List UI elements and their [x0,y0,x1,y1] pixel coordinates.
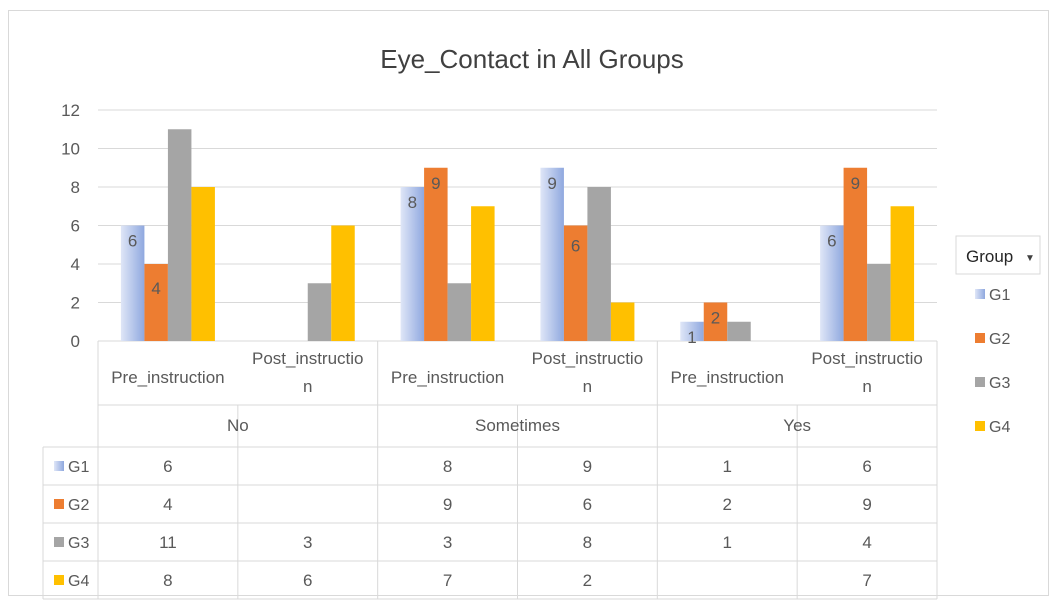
bar-g3 [867,264,891,341]
table-cell: 9 [443,495,452,514]
data-label: 4 [151,279,160,298]
legend-swatch [975,333,985,343]
legend-title: Group [966,247,1013,266]
bar-g1 [120,225,145,341]
bar-g1 [400,187,425,341]
table-cell: 4 [862,533,871,552]
bar-g1 [680,321,704,341]
table-legend-swatch [54,537,64,547]
y-tick-label: 2 [71,294,80,313]
bar-g3 [727,321,751,341]
y-tick-label: 12 [61,101,80,120]
table-cell: 2 [583,571,592,590]
category-label: Post_instructio [532,349,644,368]
table-cell: 6 [583,495,592,514]
bar-g2 [703,302,728,341]
bar-g3 [587,187,611,341]
category-label: n [583,377,592,396]
data-label: 6 [827,232,836,251]
table-cell: 1 [723,457,732,476]
table-legend-swatch [54,575,64,585]
data-label: 9 [851,174,860,193]
bars [120,129,915,341]
data-label: 6 [128,232,137,251]
table-row-label: G3 [68,535,89,552]
bar-g2 [424,167,448,341]
table-cell: 8 [583,533,592,552]
legend-swatch [975,421,985,431]
bar-g4 [331,225,355,341]
bar-g4 [471,206,495,341]
bar-g4 [890,206,915,341]
legend-swatch [975,377,985,387]
category-label: Pre_instruction [391,368,504,387]
chevron-down-icon: ▼ [1025,253,1035,264]
bar-g4 [191,187,215,341]
legend-label: G1 [989,287,1010,304]
data-label: 2 [711,309,720,328]
outer-category-label: Sometimes [475,416,560,435]
table-cell: 6 [303,571,312,590]
legend-label: G2 [989,331,1010,348]
bar-g1 [540,167,564,341]
bar-g4 [610,302,635,341]
bar-g3 [307,283,332,341]
bar-g2 [843,167,868,341]
outer-category-label: No [227,416,249,435]
table-cell: 11 [159,533,177,552]
category-label: n [862,377,871,396]
y-tick-label: 8 [71,178,80,197]
table-cell: 7 [443,571,452,590]
data-label: 8 [408,193,417,212]
category-label: Post_instructio [811,349,923,368]
data-label: 1 [687,328,696,347]
bar-g2 [144,264,168,341]
table-cell: 9 [583,457,592,476]
data-label: 6 [571,237,580,256]
table-cell: 1 [723,533,732,552]
table-cell: 8 [163,571,172,590]
y-tick-label: 10 [61,140,80,159]
category-label: Post_instructio [252,349,364,368]
table-cell: 3 [303,533,312,552]
table-cell: 8 [443,457,452,476]
legend-label: G4 [989,419,1010,436]
chart-title: Eye_Contact in All Groups [380,44,684,74]
legend-swatch [975,289,985,299]
table-cell: 3 [443,533,452,552]
bar-g2 [563,225,588,341]
legend-header-box [955,235,1041,275]
table-cell: 6 [163,457,172,476]
category-label: Pre_instruction [671,368,784,387]
bar-g1 [820,225,844,341]
data-table: Pre_instruction Post_instruction Pre_instr… [42,341,938,600]
table-row-label: G4 [68,573,89,590]
y-axis-ticks: 0 2 4 6 8 10 12 [61,101,80,351]
table-cell: 4 [163,495,172,514]
category-label: n [303,377,312,396]
bar-g3 [447,283,472,341]
table-cell: 6 [862,457,871,476]
y-tick-label: 6 [71,217,80,236]
category-label: Pre_instruction [111,368,224,387]
y-tick-label: 4 [71,255,80,274]
table-row-label: G1 [68,459,89,476]
table-legend-swatch [54,499,64,509]
table-legend-swatch [54,461,64,471]
table-cell: 7 [862,571,871,590]
y-tick-label: 0 [71,332,80,351]
table-cell: 9 [862,495,871,514]
table-cell: 2 [723,495,732,514]
bar-g3 [167,129,192,341]
table-row-label: G2 [68,497,89,514]
legend: Group ▼ G1 G2 G3 G4 [955,235,1041,436]
data-label: 9 [431,174,440,193]
gridlines [98,109,937,342]
legend-label: G3 [989,375,1010,392]
data-label: 9 [547,174,556,193]
outer-category-label: Yes [783,416,811,435]
